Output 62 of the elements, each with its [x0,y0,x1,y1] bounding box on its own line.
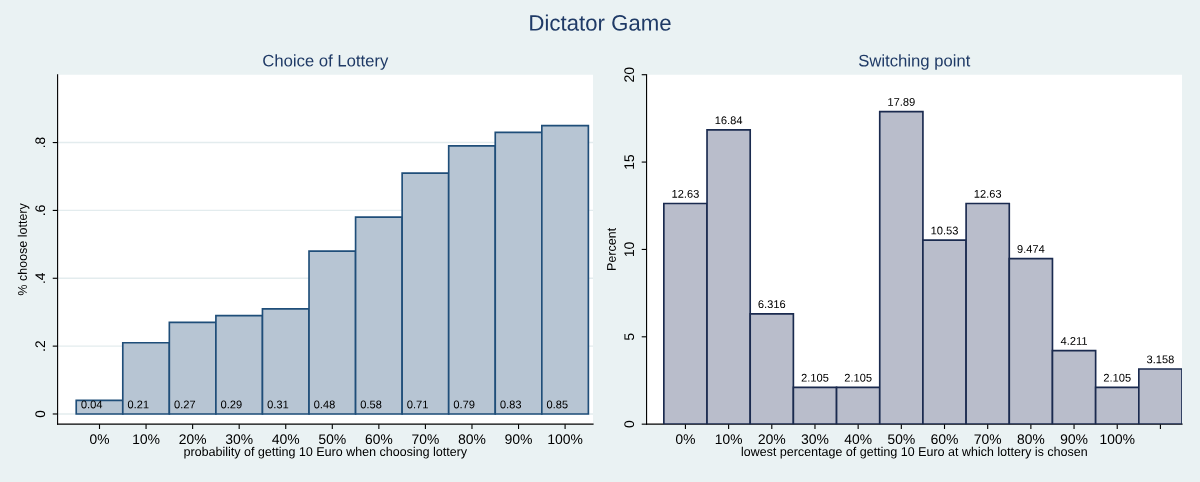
x-tick-label: 0% [90,434,110,445]
data-label: 0.85 [546,400,568,409]
x-tick-label: 90% [505,434,532,445]
data-label: 0.58 [360,400,382,409]
x-tick-label: 40% [272,434,300,445]
x-tick-label: 20% [758,434,786,445]
data-label: 2.105 [844,373,872,382]
y-tick-label: .2 [35,341,45,351]
chart-title: Switching point [859,54,971,70]
data-label: 4.211 [1060,337,1087,345]
x-tick-label: 80% [1017,434,1045,445]
x-tick-label: 70% [974,434,1002,445]
data-label: 10.53 [931,226,958,235]
y-tick-label: 20 [624,67,635,82]
y-tick-label: 10 [624,242,635,257]
x-tick-label: 30% [801,434,829,445]
y-tick-label: 0 [624,420,635,428]
data-label: 0.79 [453,400,475,409]
x-tick-label: 10% [715,434,743,445]
x-tick-label: 90% [1060,434,1088,445]
data-label: 0.48 [314,400,335,409]
x-tick-label: 20% [179,434,207,445]
x-tick-label: 40% [844,434,872,445]
x-tick-label: 60% [365,434,393,445]
data-label: 0.29 [220,400,242,409]
text: Dictator Game [530,14,671,31]
x-tick-label: 50% [318,434,346,445]
x-tick-label: 100% [1100,434,1135,445]
data-label: 3.158 [1146,355,1174,364]
x-axis-title: lowest percentage of getting 10 Euro at which lottery is chosen [741,446,1087,459]
data-label: 9.474 [1017,245,1045,253]
x-tick-label: 50% [887,434,915,445]
y-tick-label: 15 [624,154,635,169]
y-axis-title: Percent [607,227,616,270]
x-tick-label: 30% [225,434,253,445]
y-tick-label: .4 [35,272,45,283]
data-label: 0.27 [174,400,196,409]
y-axis-title: % choose lottery [17,203,30,296]
x-tick-label: 0% [675,434,695,445]
data-label: 2.105 [801,373,829,382]
x-axis-title: probability of getting 10 Euro when choosing lottery [184,446,468,459]
data-label: 0.04 [81,400,103,409]
data-label: 16.84 [715,116,743,125]
x-tick-label: 10% [133,434,160,445]
x-tick-label: 60% [931,434,958,445]
x-tick-label: 100% [548,434,583,445]
x-tick-label: 70% [412,434,439,445]
data-label: 0.31 [267,400,289,409]
data-label: 2.105 [1103,373,1131,382]
data-label: 6.316 [758,300,786,309]
data-label: 0.21 [127,400,149,409]
data-label: 17.89 [888,98,915,106]
y-tick-label: 5 [624,333,635,341]
data-label: 12.63 [974,189,1002,198]
data-label: 0.83 [500,400,522,409]
data-label: 0.71 [407,400,428,409]
data-label: 12.63 [672,189,699,198]
y-tick-label: .8 [35,137,46,148]
x-tick-label: 80% [458,434,486,445]
y-tick-label: .6 [35,205,46,215]
chart-title: Choice of Lottery [263,54,389,70]
y-tick-label: 0 [35,410,46,418]
